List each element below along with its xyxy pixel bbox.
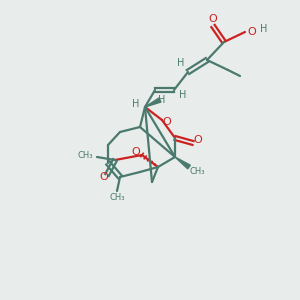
Text: O: O	[163, 117, 171, 127]
Text: O: O	[132, 147, 140, 157]
Text: CH₃: CH₃	[109, 193, 125, 202]
Text: O: O	[208, 14, 217, 24]
Text: O: O	[100, 172, 108, 182]
Polygon shape	[175, 157, 190, 169]
Text: H: H	[177, 58, 185, 68]
Polygon shape	[145, 98, 161, 107]
Text: O: O	[247, 27, 256, 37]
Text: H: H	[158, 95, 166, 105]
Text: CH₃: CH₃	[77, 151, 93, 160]
Text: CH₃: CH₃	[189, 167, 205, 176]
Text: H: H	[260, 24, 267, 34]
Text: H: H	[132, 99, 140, 109]
Text: O: O	[194, 135, 202, 145]
Text: H: H	[179, 90, 187, 100]
